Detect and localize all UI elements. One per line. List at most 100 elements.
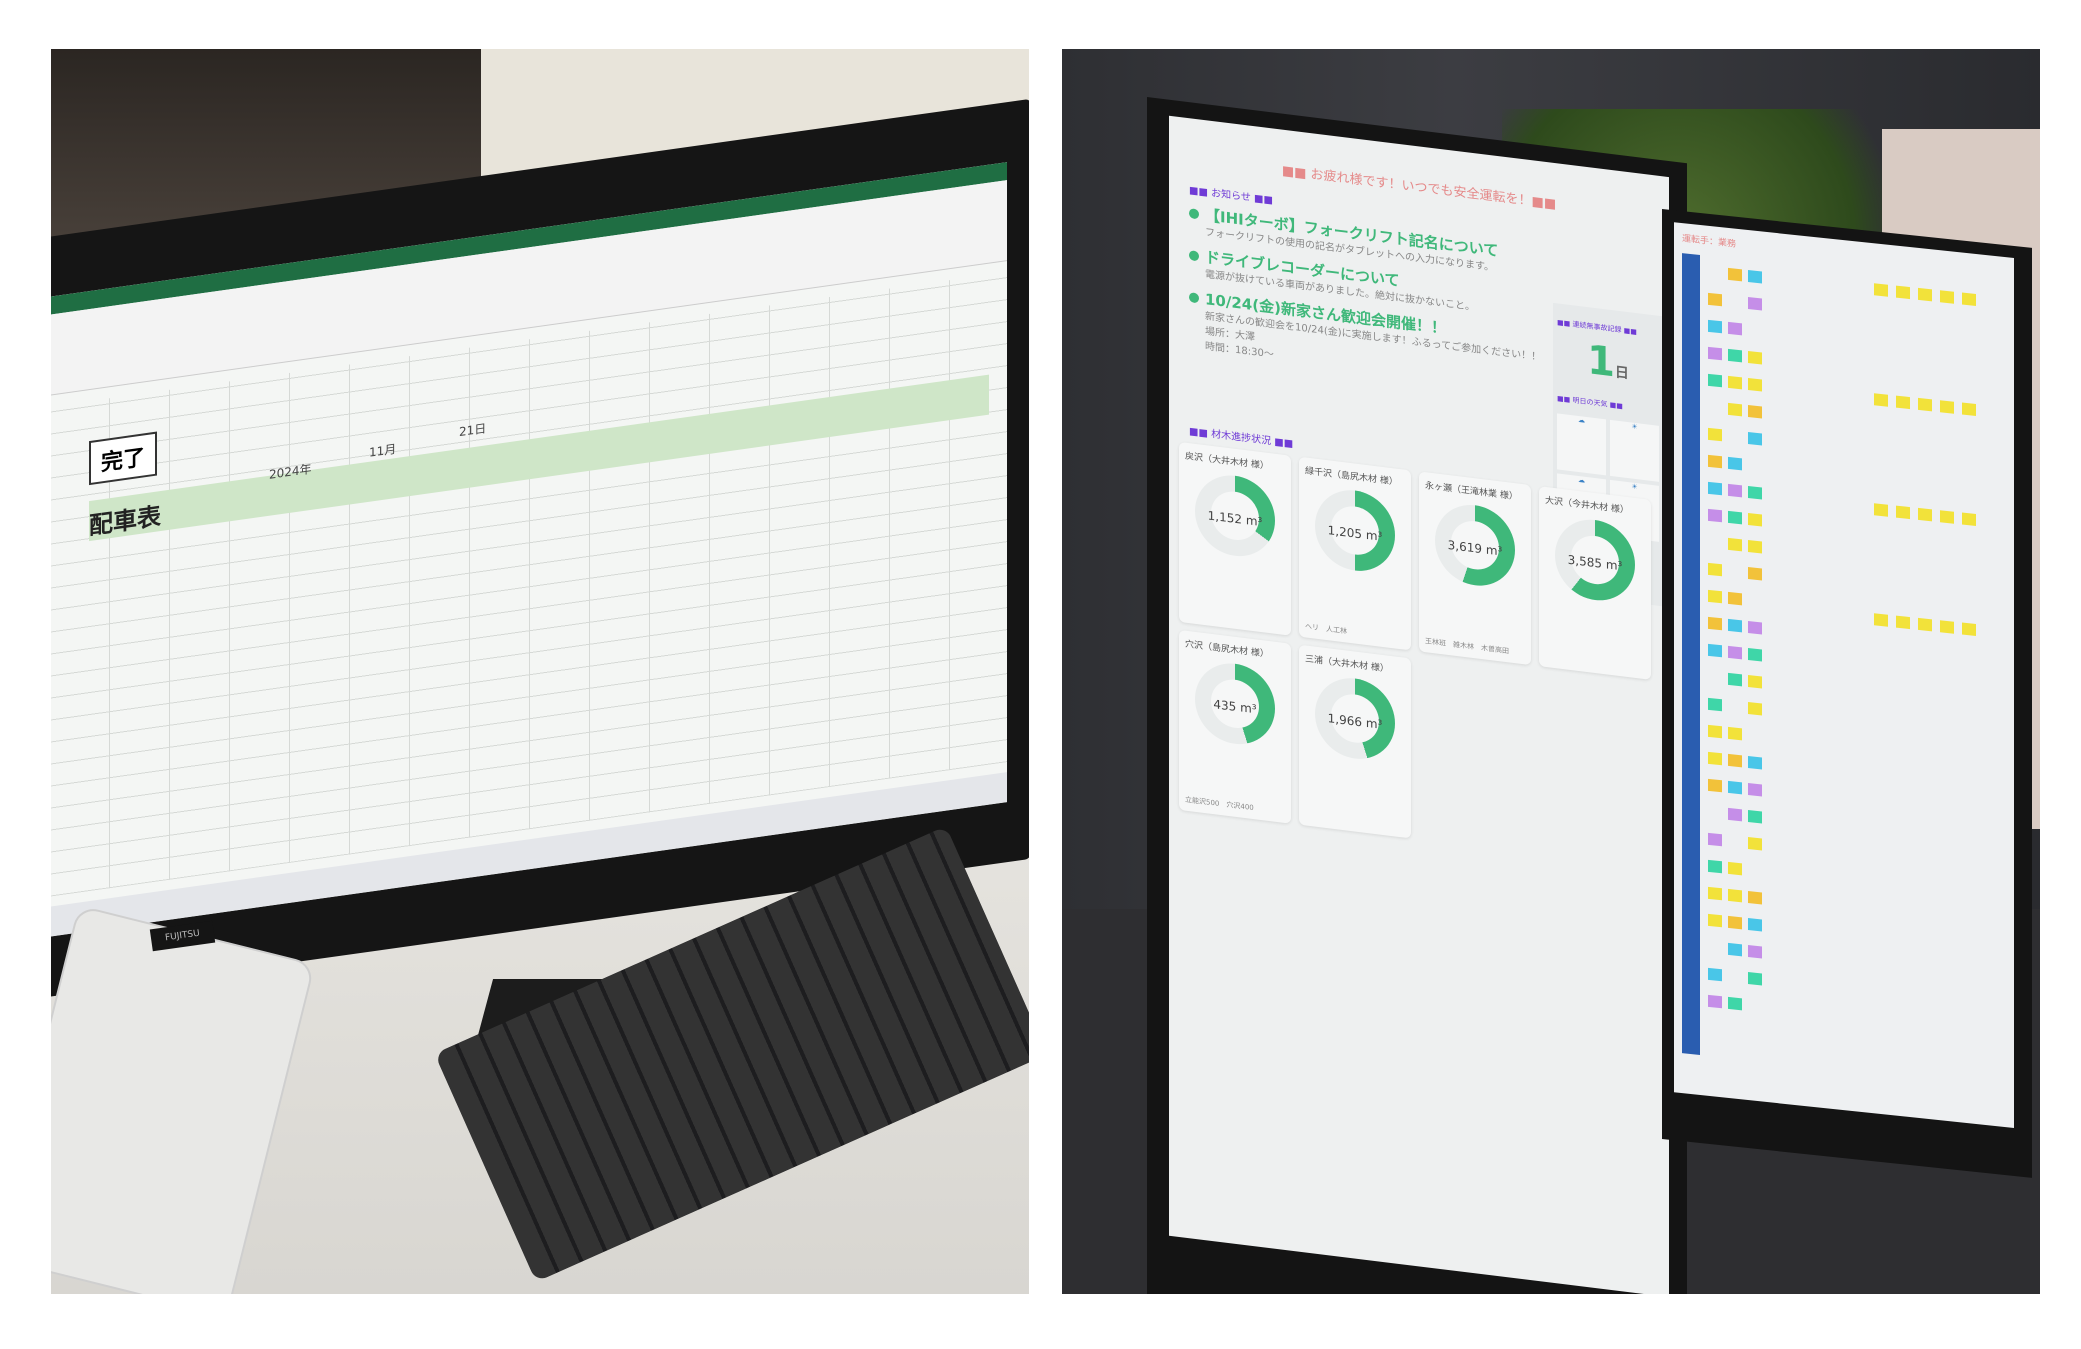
- schedule-sticky: [1748, 486, 1762, 500]
- schedule-sticky: [1708, 697, 1722, 712]
- schedule-sticky: [1962, 292, 1976, 307]
- schedule-sticky: [1708, 751, 1722, 766]
- schedule-sticky: [1728, 402, 1742, 417]
- schedule-sticky: [1940, 290, 1954, 304]
- schedule-sticky: [1708, 346, 1722, 361]
- site-card: 永ヶ瀬（王滝林業 様） 3,619 m³ 王林班 雑木林 木曽高田: [1419, 471, 1531, 666]
- schedule-sticky: [1748, 972, 1762, 986]
- schedule-sticky: [1748, 270, 1762, 284]
- schedule-sticky: [1708, 292, 1722, 307]
- schedule-sticky: [1728, 726, 1742, 741]
- site-card: 三浦（大井木材 様） 1,966 m³: [1299, 644, 1411, 839]
- dashboard-monitors-photo: ■■ お疲れ様です！いつでも安全運転を！■■ ■■ お知らせ ■■ 【IHIター…: [1062, 49, 2040, 1294]
- schedule-sticky: [1708, 724, 1722, 739]
- schedule-sticky: [1728, 321, 1742, 336]
- site-volume: 1,152 m³: [1207, 508, 1263, 530]
- progress-donut: 3,585 m³: [1555, 515, 1635, 605]
- schedule-sticky: [1728, 915, 1742, 930]
- schedule-sticky: [1728, 942, 1742, 957]
- site-card: 戻沢（大井木材 様） 1,152 m³: [1179, 441, 1291, 636]
- site-cards: 戻沢（大井木材 様） 1,152 m³ 緑千沢（島尻木材 様） 1,205 m³…: [1169, 441, 1669, 870]
- schedule-sticky: [1708, 373, 1722, 388]
- schedule-sticky: [1708, 427, 1722, 442]
- schedule-sticky: [1728, 807, 1742, 822]
- schedule-sticky: [1896, 505, 1910, 520]
- schedule-sticky: [1940, 620, 1954, 634]
- schedule-sticky: [1874, 503, 1888, 517]
- schedule-sticky: [1728, 780, 1742, 795]
- site-name: 戻沢（大井木材 様）: [1185, 451, 1269, 472]
- schedule-sticky: [1874, 283, 1888, 297]
- progress-donut: 3,619 m³: [1435, 500, 1515, 591]
- schedule-sticky: [1748, 810, 1762, 824]
- weather-cloud-icon: ☁: [1557, 413, 1606, 476]
- schedule-sticky: [1748, 621, 1762, 635]
- schedule-sticky: [1728, 672, 1742, 687]
- schedule-sticky: [1918, 397, 1932, 412]
- schedule-sticky: [1708, 643, 1722, 658]
- office-desk-photo: 完了 配車表 2024年 11月 21日 FUJITSU: [51, 49, 1029, 1294]
- schedule-sticky: [1748, 783, 1762, 797]
- schedule-sticky: [1708, 886, 1722, 901]
- schedule-sticky: [1918, 287, 1932, 302]
- site-card: 大沢（今井木材 様） 3,585 m³: [1539, 486, 1651, 680]
- spreadsheet-screen: 完了 配車表 2024年 11月 21日: [51, 162, 1007, 937]
- schedule-sticky: [1748, 756, 1762, 770]
- schedule-sticky: [1708, 913, 1722, 928]
- site-card: 穴沢（島尻木材 様） 435 m³ 立能沢500 穴沢400: [1179, 629, 1291, 824]
- site-footer: 王林班 雑木林 木曽高田: [1425, 637, 1509, 656]
- site-name: 大沢（今井木材 様）: [1545, 495, 1629, 517]
- schedule-sticky: [1748, 891, 1762, 905]
- schedule-sticky: [1708, 778, 1722, 793]
- schedule-sticky: [1748, 432, 1762, 446]
- site-volume: 3,585 m³: [1567, 552, 1623, 574]
- schedule-sticky: [1748, 837, 1762, 851]
- site-card: 緑千沢（島尻木材 様） 1,205 m³ ヘリ 人工林: [1299, 456, 1411, 651]
- schedule-sticky: [1748, 702, 1762, 716]
- site-footer: 立能沢500 穴沢400: [1185, 795, 1254, 813]
- schedule-sticky: [1748, 540, 1762, 554]
- driver-column: [1682, 253, 1700, 1055]
- schedule-sticky: [1708, 562, 1722, 577]
- progress-donut: 1,152 m³: [1195, 470, 1275, 561]
- schedule-sticky: [1728, 591, 1742, 606]
- site-volume: 3,619 m³: [1447, 537, 1503, 559]
- weather-sun-icon: ☀: [1610, 419, 1659, 482]
- site-name: 穴沢（島尻木材 様）: [1185, 639, 1269, 660]
- accident-free-counter: 1日: [1553, 333, 1663, 393]
- schedule-sticky: [1708, 454, 1722, 469]
- days-unit: 日: [1614, 364, 1629, 383]
- schedule-sticky: [1728, 753, 1742, 768]
- schedule-sticky: [1728, 375, 1742, 390]
- site-name: 緑千沢（島尻木材 様）: [1305, 466, 1398, 488]
- progress-donut: 1,966 m³: [1315, 673, 1395, 764]
- schedule-sticky: [1748, 945, 1762, 959]
- accident-free-days: 1: [1587, 337, 1615, 387]
- schedule-sticky: [1728, 996, 1742, 1011]
- schedule-monitor: 運転手：業務: [1662, 209, 2032, 1178]
- schedule-sticky: [1728, 537, 1742, 552]
- schedule-sticky: [1748, 567, 1762, 581]
- schedule-sticky: [1748, 378, 1762, 392]
- schedule-sticky: [1748, 675, 1762, 689]
- site-footer: ヘリ 人工林: [1305, 622, 1347, 636]
- site-volume: 1,205 m³: [1327, 523, 1383, 544]
- dashboard-screen: ■■ お疲れ様です！いつでも安全運転を！■■ ■■ お知らせ ■■ 【IHIター…: [1169, 115, 1669, 1294]
- schedule-sticky: [1940, 510, 1954, 524]
- schedule-sticky: [1962, 622, 1976, 637]
- schedule-sticky: [1748, 297, 1762, 311]
- schedule-sticky: [1748, 513, 1762, 527]
- schedule-sticky: [1708, 616, 1722, 631]
- schedule-sticky: [1896, 615, 1910, 630]
- schedule-sticky: [1728, 861, 1742, 876]
- schedule-sticky: [1896, 285, 1910, 300]
- schedule-sticky: [1728, 267, 1742, 282]
- dashboard-monitor: ■■ お疲れ様です！いつでも安全運転を！■■ ■■ お知らせ ■■ 【IHIター…: [1147, 97, 1689, 1294]
- site-name: 永ヶ瀬（王滝林業 様）: [1425, 481, 1518, 503]
- schedule-sticky: [1708, 832, 1722, 847]
- schedule-sticky: [1748, 648, 1762, 662]
- schedule-sticky: [1708, 481, 1722, 496]
- progress-donut: 435 m³: [1195, 658, 1275, 749]
- schedule-sticky: [1708, 967, 1722, 982]
- schedule-sticky: [1728, 456, 1742, 471]
